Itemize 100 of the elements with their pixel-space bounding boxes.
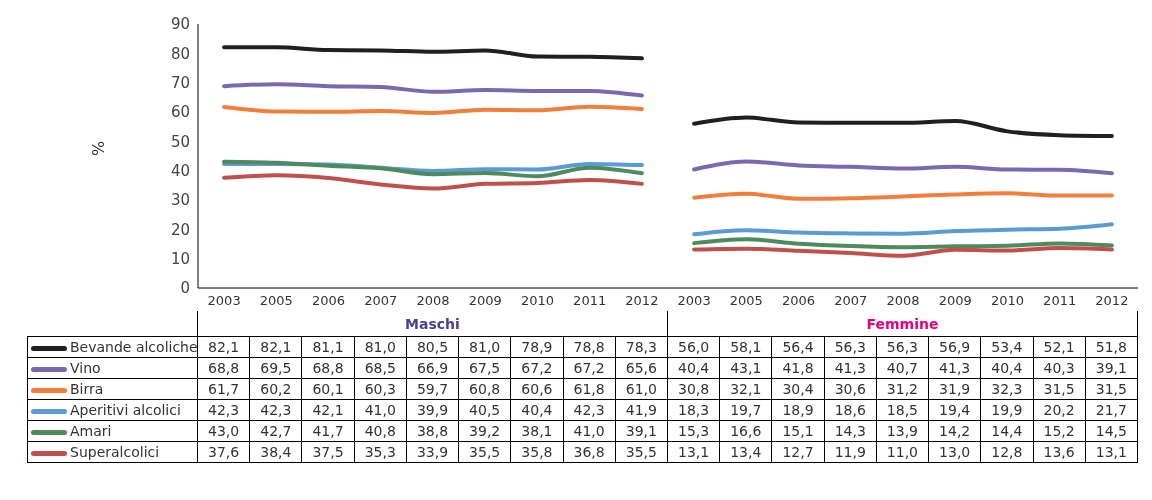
data-label: 81,0 xyxy=(458,336,512,358)
data-label: 56,4 xyxy=(771,336,825,358)
data-label: 13,1 xyxy=(1084,441,1138,463)
data-label: 15,3 xyxy=(666,420,721,442)
data-label: 69,5 xyxy=(249,357,303,379)
data-label: 40,4 xyxy=(980,357,1034,379)
data-label: 61,7 xyxy=(197,378,251,400)
data-label: 14,3 xyxy=(823,420,877,442)
data-label: 56,3 xyxy=(823,336,877,358)
data-label: 56,9 xyxy=(928,336,982,358)
data-label: 38,1 xyxy=(510,420,564,442)
x-tick-label: 2010 xyxy=(520,293,554,309)
data-label: 56,0 xyxy=(666,336,721,358)
data-label: 41,0 xyxy=(562,420,616,442)
data-label: 59,7 xyxy=(405,378,460,400)
x-tick-label: 2010 xyxy=(990,293,1024,309)
data-label: 39,2 xyxy=(458,420,512,442)
data-label: 40,3 xyxy=(1032,357,1086,379)
data-label: 35,5 xyxy=(458,441,512,463)
data-label: 31,2 xyxy=(875,378,930,400)
text: Femmine xyxy=(667,311,1138,337)
data-label: 35,8 xyxy=(510,441,564,463)
data-label: 14,5 xyxy=(1084,420,1138,442)
data-label: 41,3 xyxy=(823,357,877,379)
data-label: 37,5 xyxy=(301,441,355,463)
data-label: 42,3 xyxy=(562,399,616,421)
data-label: 40,4 xyxy=(666,357,721,379)
data-label: 41,8 xyxy=(771,357,825,379)
legend-label: Vino xyxy=(27,357,198,379)
x-tick-label: 2006 xyxy=(782,293,816,309)
data-label: 68,8 xyxy=(197,357,251,379)
y-tick-label: 60 xyxy=(170,103,190,122)
data-label: 42,7 xyxy=(249,420,303,442)
data-label: 21,7 xyxy=(1084,399,1138,421)
data-label: 61,8 xyxy=(562,378,616,400)
x-tick-label: 2009 xyxy=(468,293,502,309)
legend-label: Bevande alcoliche xyxy=(27,336,198,358)
data-label: 68,8 xyxy=(301,357,355,379)
legend-label: Superalcolici xyxy=(27,441,198,463)
data-label: 78,9 xyxy=(510,336,564,358)
x-tick-label: 2003 xyxy=(207,293,241,309)
x-tick-label: 2012 xyxy=(1095,293,1129,309)
data-label: 58,1 xyxy=(719,336,773,358)
x-tick-label: 2005 xyxy=(259,293,293,309)
data-label: 43,1 xyxy=(719,357,773,379)
data-label: 81,1 xyxy=(301,336,355,358)
data-label: 78,8 xyxy=(562,336,616,358)
x-tick-label: 2005 xyxy=(729,293,763,309)
data-label: 30,4 xyxy=(771,378,825,400)
data-label: 18,9 xyxy=(771,399,825,421)
data-label: 14,2 xyxy=(928,420,982,442)
data-label: 80,5 xyxy=(405,336,460,358)
data-label: 11,0 xyxy=(875,441,930,463)
data-label: 35,5 xyxy=(614,441,668,463)
data-label: 41,0 xyxy=(353,399,407,421)
data-label: 78,3 xyxy=(614,336,668,358)
x-tick-label: 2008 xyxy=(416,293,450,309)
data-label: 14,4 xyxy=(980,420,1034,442)
data-label: 41,9 xyxy=(614,399,668,421)
legend-label: Birra xyxy=(27,378,198,400)
data-label: 38,8 xyxy=(405,420,460,442)
y-tick-label: 70 xyxy=(170,73,190,92)
data-label: 16,6 xyxy=(719,420,773,442)
data-label: 60,2 xyxy=(249,378,303,400)
data-label: 40,7 xyxy=(875,357,930,379)
data-label: 13,0 xyxy=(928,441,982,463)
y-axis-title: % xyxy=(88,140,108,156)
y-tick-label: 0 xyxy=(180,279,190,298)
data-label: 15,2 xyxy=(1032,420,1086,442)
data-label: 40,8 xyxy=(353,420,407,442)
y-tick-label: 10 xyxy=(170,249,190,268)
data-label: 33,9 xyxy=(405,441,460,463)
data-label: 40,4 xyxy=(510,399,564,421)
x-tick-label: 2003 xyxy=(677,293,711,309)
data-label: 81,0 xyxy=(353,336,407,358)
legend-label: Aperitivi alcolici xyxy=(27,399,198,421)
data-label: 52,1 xyxy=(1032,336,1086,358)
data-label: 13,4 xyxy=(719,441,773,463)
data-label: 38,4 xyxy=(249,441,303,463)
data-label: 30,8 xyxy=(666,378,721,400)
data-label: 42,3 xyxy=(197,399,251,421)
data-label: 19,4 xyxy=(928,399,982,421)
data-label: 66,9 xyxy=(405,357,460,379)
data-label: 31,5 xyxy=(1084,378,1138,400)
data-label: 12,8 xyxy=(980,441,1034,463)
x-tick-label: 2011 xyxy=(573,293,607,309)
data-label: 13,6 xyxy=(1032,441,1086,463)
x-tick-label: 2012 xyxy=(625,293,659,309)
x-tick-label: 2007 xyxy=(834,293,868,309)
data-label: 53,4 xyxy=(980,336,1034,358)
data-label: 41,7 xyxy=(301,420,355,442)
x-tick-label: 2009 xyxy=(938,293,972,309)
x-tick-label: 2006 xyxy=(312,293,346,309)
data-label: 42,1 xyxy=(301,399,355,421)
data-label: 39,1 xyxy=(1084,357,1138,379)
data-label: 13,1 xyxy=(666,441,721,463)
data-label: 19,7 xyxy=(719,399,773,421)
y-tick-label: 50 xyxy=(170,132,190,151)
data-label: 40,5 xyxy=(458,399,512,421)
data-label: 13,9 xyxy=(875,420,930,442)
